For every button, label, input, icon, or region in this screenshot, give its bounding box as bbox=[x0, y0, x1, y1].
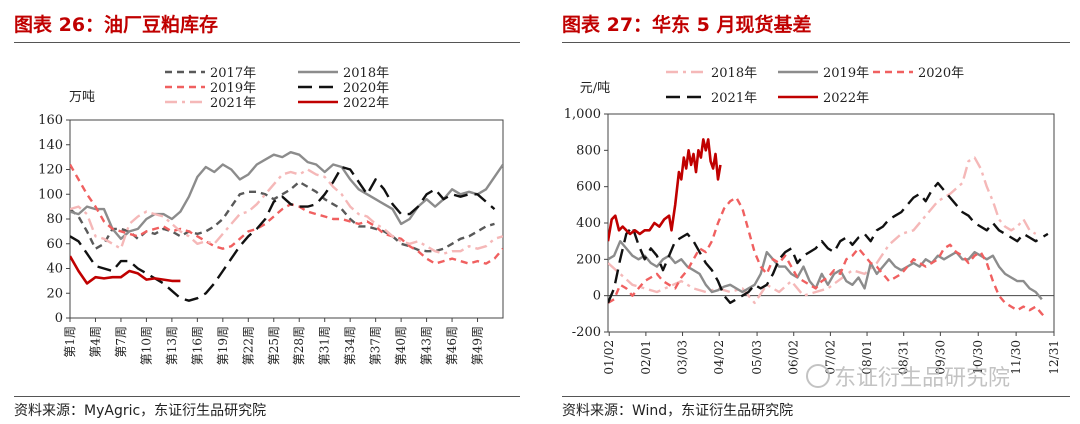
y-tick-label: 100 bbox=[38, 187, 63, 202]
y-tick-label: 0 bbox=[55, 311, 63, 326]
series-line-2019 bbox=[70, 163, 503, 265]
chart-title-left: 图表 26：油厂豆粕库存 bbox=[14, 14, 219, 36]
y-tick-label: 200 bbox=[576, 252, 601, 267]
y-tick-label: 40 bbox=[46, 262, 63, 277]
y-tick-label: 80 bbox=[46, 212, 63, 227]
legend-label: 2019年 bbox=[210, 81, 256, 96]
series-line-2021 bbox=[70, 168, 503, 255]
legend-label: 2022年 bbox=[343, 96, 389, 111]
title-rule bbox=[14, 42, 520, 43]
x-tick-label: 08/31 bbox=[897, 340, 911, 375]
x-tick-label: 第40周 bbox=[394, 326, 408, 365]
x-tick-label: 01/02 bbox=[602, 340, 616, 375]
x-tick-label: 08/01 bbox=[860, 340, 874, 375]
watermark: 东证衍生品研究院 bbox=[806, 360, 1010, 392]
legend-label: 2018年 bbox=[343, 66, 389, 81]
x-tick-label: 第1周 bbox=[63, 326, 77, 358]
series-line-2019 bbox=[608, 239, 1043, 301]
y-tick-label: 600 bbox=[576, 180, 601, 195]
x-tick-label: 第46周 bbox=[445, 326, 459, 365]
x-tick-label: 第43周 bbox=[420, 326, 434, 365]
y-tick-label: 140 bbox=[38, 138, 63, 153]
x-tick-label: 第22周 bbox=[241, 326, 255, 365]
series-line-2020 bbox=[70, 165, 496, 302]
x-tick-label: 第28周 bbox=[292, 326, 306, 365]
x-tick-label: 第16周 bbox=[190, 326, 204, 365]
x-tick-label: 10/30 bbox=[971, 340, 985, 375]
x-tick-label: 第49周 bbox=[471, 326, 485, 365]
x-tick-label: 05/03 bbox=[750, 340, 764, 375]
y-tick-label: 400 bbox=[576, 216, 601, 231]
y-tick-label: 0 bbox=[593, 289, 601, 304]
x-tick-label: 第10周 bbox=[139, 326, 153, 365]
series-line-2017 bbox=[70, 180, 495, 253]
legend-label: 2022年 bbox=[823, 91, 869, 106]
series-line-2021 bbox=[608, 181, 1049, 305]
x-tick-label: 03/03 bbox=[676, 340, 690, 375]
series-line-2022 bbox=[608, 138, 722, 242]
x-tick-label: 07/02 bbox=[823, 340, 837, 375]
source-note-left: 资料来源：MyAgric，东证衍生品研究院 bbox=[14, 403, 267, 419]
legend-label: 2020年 bbox=[918, 66, 964, 81]
y-tick-label: 60 bbox=[46, 237, 63, 252]
x-tick-label: 第19周 bbox=[216, 326, 230, 365]
x-tick-label: 第25周 bbox=[267, 326, 281, 365]
watermark-text: 东证衍生品研究院 bbox=[834, 366, 1011, 391]
x-tick-label: 第4周 bbox=[88, 326, 102, 358]
x-tick-label: 12/31 bbox=[1047, 340, 1061, 375]
y-tick-label: 120 bbox=[38, 163, 63, 178]
x-tick-label: 第37周 bbox=[369, 326, 383, 365]
series-line-2018 bbox=[70, 150, 503, 241]
x-tick-label: 第34周 bbox=[343, 326, 357, 365]
x-tick-label: 09/30 bbox=[933, 340, 947, 375]
y-tick-label: 1,000 bbox=[564, 107, 601, 122]
legend-label: 2021年 bbox=[711, 91, 757, 106]
panel-basis: 图表 27：华东 5 月现货基差 -200 0 200 400 600 800 1,000 元… bbox=[548, 0, 1080, 424]
plot-frame bbox=[607, 113, 1055, 333]
source-note-right: 资料来源：Wind，东证衍生品研究院 bbox=[562, 403, 794, 419]
y-axis-unit-label: 万吨 bbox=[69, 90, 95, 105]
x-tick-label: 02/01 bbox=[639, 340, 653, 375]
legend-label: 2018年 bbox=[711, 66, 757, 81]
y-tick-label: -200 bbox=[572, 325, 601, 340]
x-tick-label: 第31周 bbox=[318, 326, 332, 365]
wechat-icon bbox=[806, 364, 830, 388]
x-tick-label: 06/02 bbox=[787, 340, 801, 375]
y-tick-label: 20 bbox=[46, 286, 63, 301]
legend-label: 2017年 bbox=[210, 66, 256, 81]
series-line-2022 bbox=[70, 255, 181, 285]
legend-label: 2020年 bbox=[343, 81, 389, 96]
x-tick-label: 第13周 bbox=[165, 326, 179, 365]
basis-chart: -200 0 200 400 600 800 1,000 元/吨 01/02 02/01 03/03… bbox=[564, 66, 1061, 375]
chart-title-right: 图表 27：华东 5 月现货基差 bbox=[562, 14, 812, 36]
legend-label: 2019年 bbox=[823, 66, 869, 81]
title-rule bbox=[562, 42, 1070, 43]
panel-soymeal-inventory: 图表 26：油厂豆粕库存 0 20 40 60 80 100 120 140 160 万吨 第1周第… bbox=[0, 0, 530, 424]
source-rule bbox=[14, 396, 520, 397]
y-tick-label: 800 bbox=[576, 143, 601, 158]
series-line-2018 bbox=[608, 156, 1037, 305]
x-tick-label: 04/02 bbox=[712, 340, 726, 375]
y-axis-unit-label: 元/吨 bbox=[580, 81, 610, 96]
legend-label: 2021年 bbox=[210, 96, 256, 111]
x-tick-label: 第7周 bbox=[114, 326, 128, 358]
y-tick-label: 160 bbox=[38, 113, 63, 128]
series-line-2020 bbox=[608, 196, 1047, 319]
x-tick-label: 11/30 bbox=[1009, 340, 1023, 375]
source-rule bbox=[562, 396, 1070, 397]
